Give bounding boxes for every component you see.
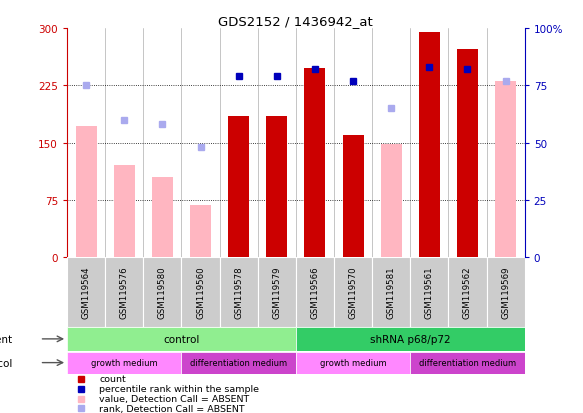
Bar	[304, 69, 325, 257]
Bar	[220, 257, 258, 327]
Bar	[410, 257, 448, 327]
Bar	[343, 135, 364, 257]
Bar	[67, 257, 105, 327]
Bar	[448, 257, 487, 327]
Text: count: count	[99, 375, 126, 384]
Text: GSM119569: GSM119569	[501, 266, 510, 318]
Bar	[67, 328, 296, 351]
Bar	[152, 178, 173, 257]
Title: GDS2152 / 1436942_at: GDS2152 / 1436942_at	[219, 15, 373, 28]
Text: GSM119579: GSM119579	[272, 266, 282, 318]
Bar	[495, 82, 516, 257]
Bar	[190, 206, 211, 257]
Text: GSM119578: GSM119578	[234, 266, 243, 318]
Text: GSM119580: GSM119580	[158, 266, 167, 318]
Text: differentiation medium: differentiation medium	[190, 358, 287, 367]
Text: GSM119562: GSM119562	[463, 266, 472, 318]
Bar	[457, 50, 478, 257]
Bar	[258, 257, 296, 327]
Bar	[181, 352, 296, 374]
Bar	[114, 166, 135, 257]
Text: agent: agent	[0, 334, 12, 344]
Bar	[67, 352, 181, 374]
Text: growth protocol: growth protocol	[0, 358, 12, 368]
Bar	[334, 257, 372, 327]
Bar	[266, 116, 287, 257]
Bar	[296, 328, 525, 351]
Text: GSM119561: GSM119561	[425, 266, 434, 318]
Text: GSM119576: GSM119576	[120, 266, 129, 318]
Bar	[181, 257, 220, 327]
Bar	[143, 257, 181, 327]
Text: shRNA p68/p72: shRNA p68/p72	[370, 334, 451, 344]
Bar	[76, 126, 97, 257]
Text: differentiation medium: differentiation medium	[419, 358, 516, 367]
Text: value, Detection Call = ABSENT: value, Detection Call = ABSENT	[99, 394, 250, 403]
Bar	[296, 257, 334, 327]
Bar	[372, 257, 410, 327]
Text: GSM119560: GSM119560	[196, 266, 205, 318]
Text: control: control	[163, 334, 199, 344]
Text: percentile rank within the sample: percentile rank within the sample	[99, 385, 259, 393]
Text: GSM119570: GSM119570	[349, 266, 357, 318]
Text: GSM119566: GSM119566	[310, 266, 319, 318]
Text: rank, Detection Call = ABSENT: rank, Detection Call = ABSENT	[99, 404, 245, 413]
Bar	[487, 257, 525, 327]
Bar	[228, 116, 249, 257]
Text: GSM119581: GSM119581	[387, 266, 396, 318]
Bar	[381, 145, 402, 257]
Text: growth medium: growth medium	[319, 358, 387, 367]
Bar	[419, 33, 440, 257]
Bar	[105, 257, 143, 327]
Bar	[296, 352, 410, 374]
Text: growth medium: growth medium	[91, 358, 157, 367]
Bar	[410, 352, 525, 374]
Text: GSM119564: GSM119564	[82, 266, 90, 318]
